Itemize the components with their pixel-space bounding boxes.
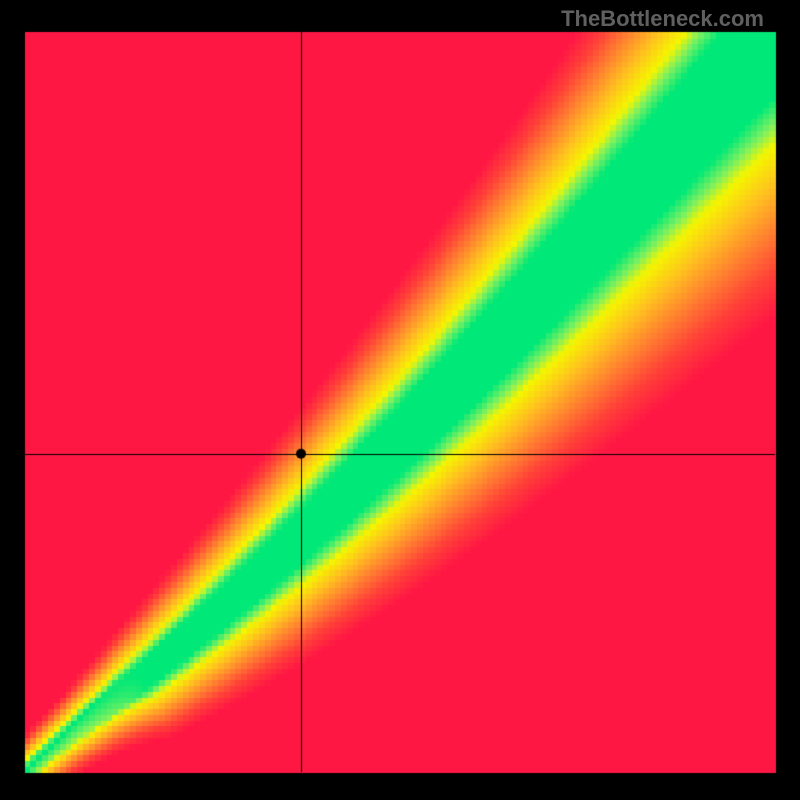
- bottleneck-heatmap-canvas: [0, 0, 800, 800]
- chart-container: TheBottleneck.com: [0, 0, 800, 800]
- watermark-text: TheBottleneck.com: [561, 6, 764, 32]
